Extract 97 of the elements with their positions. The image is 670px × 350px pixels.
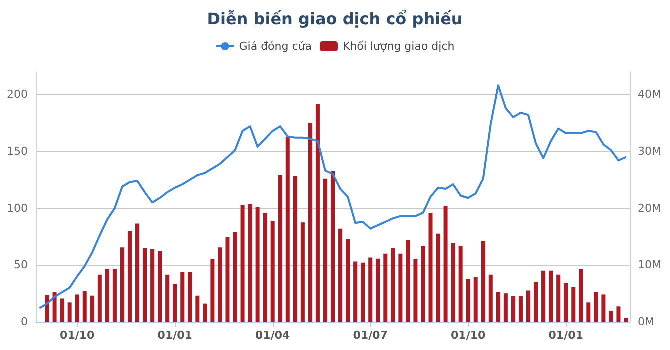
bar: [384, 254, 388, 322]
bar: [226, 237, 230, 322]
bar: [602, 294, 606, 322]
bar: [444, 206, 448, 322]
bar: [451, 243, 456, 322]
legend-label: Giá đóng cửa: [239, 40, 312, 53]
bar: [414, 260, 418, 322]
bar: [406, 240, 410, 322]
bar: [518, 296, 523, 322]
bar: [436, 234, 440, 322]
bar: [624, 318, 628, 322]
y2-tick-label: 40M: [638, 88, 662, 102]
bar: [300, 222, 305, 322]
bar: [361, 262, 366, 322]
bar: [346, 239, 350, 322]
bar: [136, 224, 140, 322]
y-tick-label: 200: [7, 88, 28, 102]
y2-tick-label: 20M: [638, 202, 662, 215]
bar: [354, 262, 358, 322]
bar: [572, 287, 576, 322]
y-tick-label: 150: [7, 145, 28, 158]
bar: [458, 246, 463, 322]
bar: [278, 175, 282, 322]
bar: [218, 248, 222, 322]
x-tick-label: 01/01: [158, 329, 192, 342]
bar: [166, 274, 170, 322]
bar: [270, 221, 275, 322]
bar: [286, 137, 290, 322]
bar: [488, 274, 493, 322]
bar: [564, 283, 568, 322]
bar: [542, 270, 546, 322]
bar: [368, 258, 373, 322]
x-tick-label: 01/10: [451, 329, 486, 342]
bar: [196, 296, 200, 322]
bar: [150, 249, 155, 322]
bar: [391, 248, 396, 322]
y-tick-label: 50: [14, 258, 28, 272]
bar: [398, 254, 403, 322]
bar: [511, 296, 516, 322]
bar: [496, 292, 500, 322]
bar: [616, 306, 621, 322]
x-tick-label: 01/07: [353, 329, 388, 342]
bar: [526, 290, 530, 322]
bar: [60, 298, 64, 322]
bar: [428, 213, 433, 322]
bar: [188, 272, 192, 322]
bar: [481, 241, 486, 322]
bar: [466, 279, 470, 322]
bar: [256, 207, 260, 322]
bar: [474, 277, 478, 322]
bar: [158, 252, 162, 322]
x-tick-label: 01/01: [548, 329, 584, 342]
bar: [75, 294, 80, 322]
bar: [504, 294, 508, 322]
bar: [143, 248, 148, 322]
bar: [68, 302, 72, 322]
bar: [240, 206, 245, 322]
bar: [308, 123, 312, 322]
y-tick-label: 0: [21, 316, 28, 328]
bar: [120, 248, 124, 322]
y2-tick-label: 0M: [638, 316, 654, 328]
bar: [105, 269, 110, 322]
bar: [82, 291, 87, 322]
bar: [534, 282, 538, 322]
x-tick-label: 01/10: [60, 329, 96, 342]
bar: [173, 284, 178, 322]
y2-tick-label: 30M: [638, 145, 662, 158]
bar: [128, 231, 132, 322]
bar: [180, 272, 185, 322]
y-tick-label: 100: [7, 202, 28, 215]
bar: [323, 178, 328, 322]
bar: [203, 304, 208, 322]
bar: [233, 232, 238, 322]
bar: [112, 269, 117, 322]
bar: [556, 274, 561, 322]
chart-title: Diễn biến giao dịch cổ phiếu: [207, 10, 463, 28]
bar: [579, 269, 584, 322]
bar: [248, 204, 252, 322]
bar: [293, 176, 298, 322]
bar: [98, 274, 102, 322]
bar: [549, 270, 554, 322]
y2-tick-label: 10M: [638, 258, 662, 272]
bar: [210, 260, 215, 322]
bar: [331, 171, 335, 322]
bar: [90, 296, 94, 322]
bar: [338, 228, 343, 322]
bar: [263, 213, 268, 322]
legend-label: Khối lượng giao dịch: [343, 40, 455, 53]
bar: [316, 104, 320, 322]
bar: [52, 292, 57, 322]
bar: [421, 246, 426, 322]
x-tick-label: 01/04: [256, 329, 291, 342]
bar: [594, 292, 598, 322]
bar: [609, 311, 614, 322]
line-series: [38, 84, 628, 310]
bar: [376, 258, 380, 322]
bar: [586, 302, 591, 322]
